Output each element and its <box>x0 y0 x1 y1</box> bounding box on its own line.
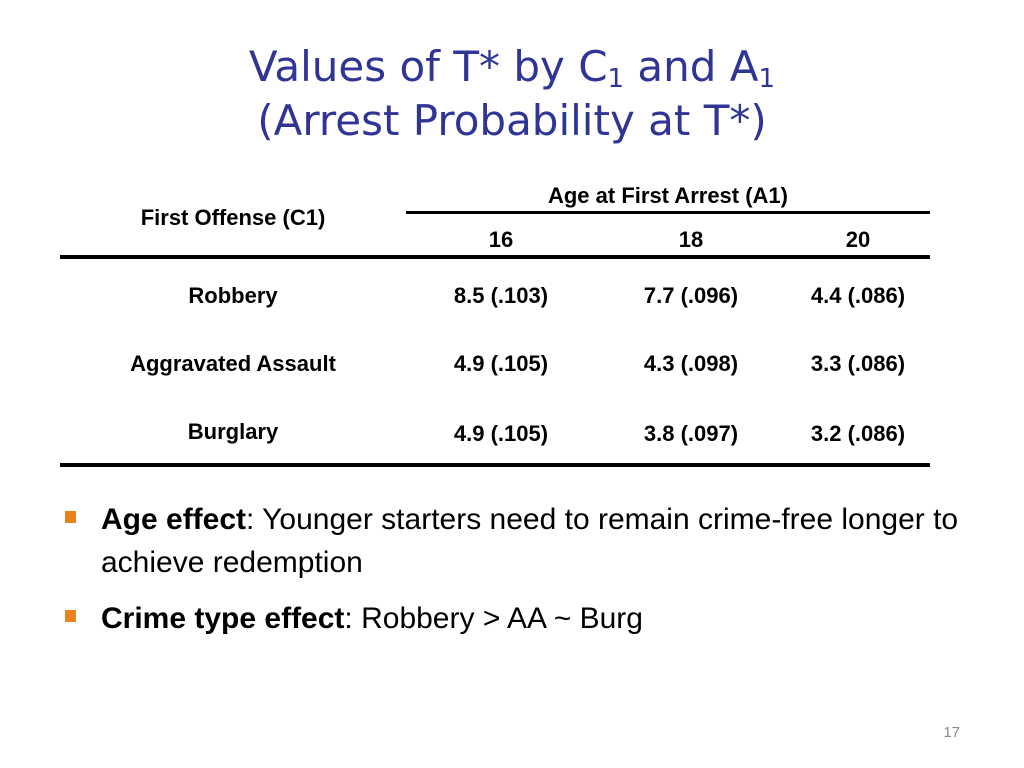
title-line-2: (Arrest Probability at T*) <box>257 96 767 145</box>
bullet-item-crime-type-effect: Crime type effect: Robbery > AA ~ Burg <box>60 597 960 640</box>
title-text-part: and A <box>624 42 759 91</box>
bullet-bold-label: Crime type effect <box>101 602 345 635</box>
slide-title: Values of T* by C1 and A1 (Arrest Probab… <box>0 40 1024 148</box>
table-cell: 4.3 (.098) <box>643 351 739 376</box>
title-text-part: Values of T* by C <box>248 42 608 91</box>
group-header-rule <box>406 211 930 214</box>
row-label: Aggravated Assault <box>130 351 336 376</box>
row-label: Robbery <box>188 283 278 308</box>
bullet-bold-label: Age effect <box>101 503 247 536</box>
table-cell: 7.7 (.096) <box>643 283 739 308</box>
bullet-list: Age effect: Younger starters need to rem… <box>60 498 960 653</box>
bullet-text: : Robbery > AA ~ Burg <box>344 602 643 635</box>
data-table: First Offense (C1) Age at First Arrest (… <box>60 176 930 468</box>
table-cell: 4.9 (.105) <box>453 351 549 376</box>
bottom-rule <box>60 463 930 467</box>
page-number: 17 <box>943 724 960 741</box>
column-header: 20 <box>845 227 871 252</box>
column-header: 16 <box>488 227 514 252</box>
title-subscript: 1 <box>607 64 625 94</box>
table-cell: 3.3 (.086) <box>810 351 906 376</box>
bullet-text: : Younger starters need to remain crime-… <box>101 503 959 579</box>
row-label: Burglary <box>187 419 279 444</box>
table-cell: 8.5 (.103) <box>453 283 549 308</box>
table-cell: 4.9 (.105) <box>453 421 549 446</box>
bullet-item-age-effect: Age effect: Younger starters need to rem… <box>60 498 960 584</box>
square-bullet-icon <box>65 610 76 622</box>
table-cell: 3.8 (.097) <box>643 421 739 446</box>
table-cell: 3.2 (.086) <box>810 421 906 446</box>
title-line-1: Values of T* by C1 and A1 <box>0 40 1024 94</box>
column-header: 18 <box>678 227 704 252</box>
square-bullet-icon <box>65 511 76 523</box>
group-header: Age at First Arrest (A1) <box>547 183 788 208</box>
table-cell: 4.4 (.086) <box>810 283 906 308</box>
title-subscript: 1 <box>758 64 776 94</box>
header-rule <box>60 255 930 259</box>
row-header-label: First Offense (C1) <box>140 205 326 230</box>
